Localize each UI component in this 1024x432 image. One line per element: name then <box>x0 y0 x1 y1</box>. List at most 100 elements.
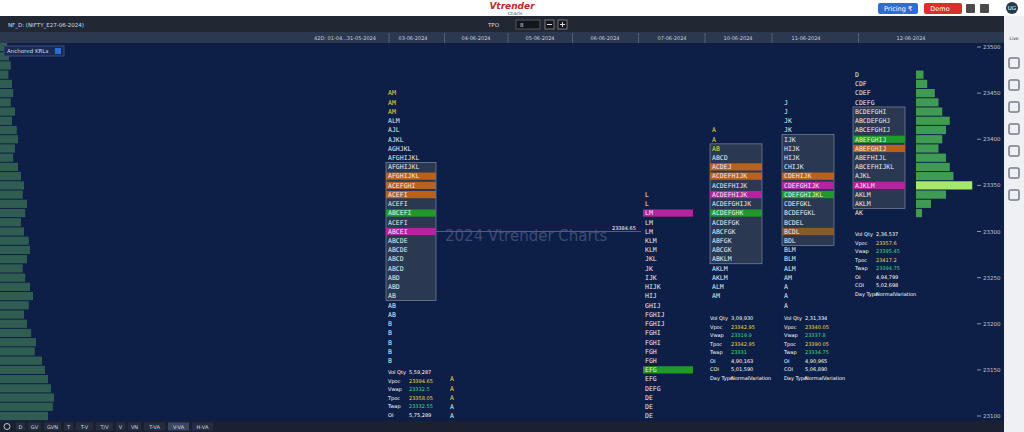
footer-button[interactable] <box>96 423 113 431</box>
footer-button[interactable] <box>16 423 25 431</box>
tpo-letters: JJJKJKIJKHIJKHIJKCHIJKCDEHIJKCDEFGHIJKCD… <box>784 99 823 310</box>
stat-label: OI <box>784 358 789 364</box>
footer-button[interactable] <box>64 423 73 431</box>
stat-value: 3,09,930 <box>731 315 753 321</box>
footer-button[interactable] <box>76 423 93 431</box>
stat-label: OI <box>710 358 715 364</box>
sidebar-icon[interactable] <box>1009 102 1019 112</box>
composite-volume-bar <box>0 218 21 226</box>
date-separator <box>508 33 509 43</box>
tpo-letters: DCDFCDEFCDEFGBCDEFGHIABCDEFGHJABCEFGHIJA… <box>855 71 894 217</box>
tpo-band <box>853 136 905 143</box>
pricing-button[interactable] <box>878 3 918 14</box>
icon[interactable] <box>980 4 989 13</box>
stat-value: 23395.45 <box>876 248 900 254</box>
stat-label: COI <box>710 366 719 372</box>
tpo-row: ALM <box>388 117 400 125</box>
tpo-row: ACDEFGHIJK <box>712 200 751 208</box>
tpo-row: KLM <box>645 237 657 245</box>
user-label[interactable]: UG <box>1008 5 1016 11</box>
tpo-row: BCDL <box>784 228 800 236</box>
minus-button[interactable] <box>545 20 554 29</box>
plus-button[interactable] <box>558 20 567 29</box>
right-sidebar <box>1004 16 1024 432</box>
footer-button-label[interactable]: GVN <box>47 424 58 430</box>
stat-value: NormalVariation <box>876 291 916 297</box>
tpo-row: AM <box>388 89 396 97</box>
composite-volume-bar <box>0 154 13 162</box>
footer-button[interactable] <box>116 423 125 431</box>
stat-label: Tpoc <box>387 395 400 402</box>
stat-label: Vol Qty <box>855 231 873 238</box>
tpo-row: ABEFGHIJ <box>855 136 886 144</box>
composite-volume-bar <box>0 181 24 189</box>
user-avatar[interactable] <box>1006 2 1018 14</box>
date-separator <box>705 33 706 43</box>
pricing-label[interactable]: Pricing ₹ <box>884 5 912 13</box>
tpo-row: LM <box>645 228 653 236</box>
value-area <box>386 162 436 300</box>
anchored-label[interactable]: Anchored KRLs <box>7 48 48 54</box>
stat-label: Vwap <box>784 332 798 339</box>
settings-icon[interactable] <box>4 424 10 430</box>
footer-button-label[interactable]: V-VA <box>173 424 185 430</box>
icon[interactable] <box>966 4 975 13</box>
composite-volume-bar <box>0 412 48 420</box>
stat-value: 2,31,334 <box>805 315 827 321</box>
tpo-row: BLM <box>784 246 796 254</box>
sidebar-icon[interactable] <box>1009 124 1019 134</box>
tpo-row: EFG <box>645 375 657 383</box>
sidebar-icon[interactable] <box>1009 58 1019 68</box>
tpo-row: ACDEFHIJK <box>712 182 747 190</box>
tpo-row: DE <box>645 412 653 420</box>
footer-button[interactable] <box>192 423 213 431</box>
tpo-row: BDL <box>784 237 796 245</box>
minus-icon <box>547 24 552 25</box>
stat-value: 23319.9 <box>731 332 752 338</box>
date-label: 10-06-2024 <box>723 35 752 41</box>
tpo-input[interactable] <box>516 20 540 29</box>
date-label: 12-06-2024 <box>896 35 925 41</box>
stat-label: Tpoc <box>854 257 867 264</box>
demo-button[interactable] <box>924 3 962 14</box>
tpo-row: JK <box>784 126 792 134</box>
sidebar-icon[interactable] <box>1009 190 1019 200</box>
sidebar-icon[interactable] <box>1009 146 1019 156</box>
stat-label: Vpoc <box>710 324 723 331</box>
stat-value: 23340.05 <box>805 324 829 330</box>
sidebar-icon[interactable] <box>1009 80 1019 90</box>
footer-button-label[interactable]: T-VA <box>148 424 160 430</box>
tpo-row: CDEFGHIJK <box>784 182 819 190</box>
tpo-row: ABCEFHIJKL <box>855 163 894 171</box>
footer-button-label[interactable]: T/V <box>99 424 109 430</box>
tpo-row: BCDEL <box>784 219 804 227</box>
volume-bar <box>916 98 939 106</box>
demo-label[interactable]: Demo <box>930 5 949 13</box>
footer-button-label[interactable]: T <box>66 424 71 430</box>
footer-button[interactable] <box>28 423 41 431</box>
tpo-value[interactable]: 8 <box>520 22 524 28</box>
footer-button[interactable] <box>168 423 189 431</box>
footer-button-label[interactable]: VN <box>131 424 138 430</box>
stat-label: Vwap <box>388 386 402 393</box>
anchored-dropdown[interactable] <box>4 46 64 56</box>
volume-bar <box>916 80 927 88</box>
footer-button-label[interactable]: V <box>119 424 123 430</box>
sidebar-icon[interactable] <box>1009 168 1019 178</box>
composite-volume-bar <box>0 255 27 263</box>
tpo-row: DE <box>645 403 653 411</box>
y-tick-label: 23150 <box>983 367 1001 373</box>
footer-button-label[interactable]: H-VA <box>197 424 209 430</box>
tpo-row: HIJK <box>645 283 661 291</box>
tpo-row: AGHJKL <box>388 145 412 153</box>
stat-label: Tpoc <box>709 341 722 348</box>
footer-button-label[interactable]: D <box>19 424 23 430</box>
dropdown-icon <box>55 48 61 54</box>
footer-button-label[interactable]: GV <box>31 424 39 430</box>
footer-button[interactable] <box>128 423 141 431</box>
footer-button[interactable] <box>144 423 165 431</box>
tpo-row: BCDEFGKL <box>784 209 815 217</box>
footer-button-label[interactable]: T-V <box>80 424 89 430</box>
footer-button[interactable] <box>44 423 61 431</box>
tpo-row: ABCDE <box>388 246 408 254</box>
